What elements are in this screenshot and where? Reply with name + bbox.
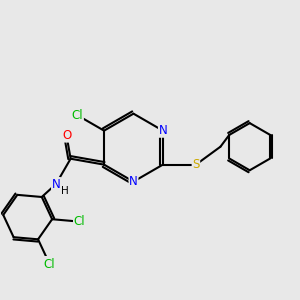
Text: H: H (61, 186, 68, 196)
Text: O: O (62, 129, 71, 142)
Text: N: N (158, 124, 167, 137)
Text: N: N (52, 178, 60, 190)
Text: Cl: Cl (72, 109, 83, 122)
Text: Cl: Cl (44, 258, 56, 271)
Text: N: N (129, 175, 138, 188)
Text: S: S (192, 158, 200, 171)
Text: Cl: Cl (74, 215, 85, 228)
